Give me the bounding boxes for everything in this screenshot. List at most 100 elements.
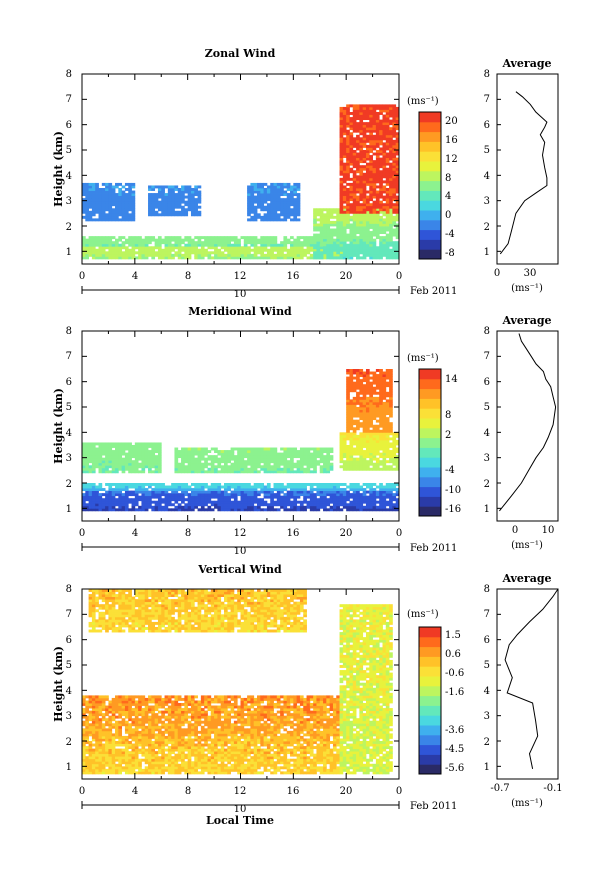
heatmap-cell xyxy=(280,468,284,471)
heatmap-cell xyxy=(382,236,386,239)
heatmap-cell xyxy=(250,491,254,494)
heatmap-cell xyxy=(346,109,350,112)
heatmap-cell xyxy=(207,463,211,466)
heatmap-cell xyxy=(264,196,268,199)
heatmap-cell xyxy=(151,453,155,456)
heatmap-cell xyxy=(99,201,103,204)
heatmap-cell xyxy=(174,450,178,453)
heatmap-cell xyxy=(145,448,149,451)
heatmap-cell xyxy=(155,241,159,244)
heatmap-cell xyxy=(234,488,238,491)
heatmap-cell xyxy=(346,107,350,110)
heatmap-cell xyxy=(392,244,396,247)
heatmap-cell xyxy=(373,203,377,206)
heatmap-cell xyxy=(376,175,380,178)
heatmap-cell xyxy=(303,508,307,511)
heatmap-cell xyxy=(158,213,162,216)
heatmap-cell xyxy=(353,158,357,161)
heatmap-cell xyxy=(379,236,383,239)
heatmap-cell xyxy=(118,465,122,468)
heatmap-cell xyxy=(214,465,218,468)
y-tick-label: 5 xyxy=(484,145,490,156)
heatmap-cell xyxy=(227,498,231,501)
heatmap-cell xyxy=(118,246,122,249)
heatmap-cell xyxy=(382,440,386,443)
heatmap-cell xyxy=(254,241,258,244)
heatmap-cell xyxy=(369,394,373,397)
heatmap-cell xyxy=(85,460,89,463)
heatmap-cell xyxy=(356,198,360,201)
heatmap-cell xyxy=(112,496,116,499)
heatmap-cell xyxy=(184,201,188,204)
heatmap-cell xyxy=(227,455,231,458)
heatmap-cell xyxy=(128,218,132,221)
heatmap-cell xyxy=(346,175,350,178)
heatmap-cell xyxy=(326,470,330,473)
heatmap-cell xyxy=(277,188,281,191)
heatmap-cell xyxy=(336,491,340,494)
heatmap-cell xyxy=(260,453,264,456)
heatmap-cell xyxy=(379,488,383,491)
heatmap-cell xyxy=(112,216,116,219)
colorbar-swatch xyxy=(419,210,441,220)
heatmap-cell xyxy=(340,191,344,194)
heatmap-cell xyxy=(122,754,126,757)
heatmap-cell xyxy=(108,218,112,221)
heatmap-cell xyxy=(214,468,218,471)
heatmap-cell xyxy=(369,168,373,171)
heatmap-cell xyxy=(165,508,169,511)
heatmap-cell xyxy=(237,493,241,496)
heatmap-cell xyxy=(112,445,116,448)
heatmap-cell xyxy=(174,453,178,456)
heatmap-cell xyxy=(349,404,353,407)
heatmap-cell xyxy=(168,185,172,188)
colorbar-swatch xyxy=(419,239,441,249)
heatmap-cell xyxy=(118,501,122,504)
heatmap-cell xyxy=(198,244,202,247)
heatmap-cell xyxy=(274,458,278,461)
heatmap-cell xyxy=(376,130,380,133)
heatmap-cell xyxy=(359,226,363,229)
heatmap-cell xyxy=(85,749,89,752)
heatmap-cell xyxy=(241,455,245,458)
heatmap-cell xyxy=(389,404,393,407)
heatmap-cell xyxy=(369,420,373,423)
heatmap-cell xyxy=(145,246,149,249)
heatmap-cell xyxy=(303,448,307,451)
heatmap-cell xyxy=(359,506,363,509)
heatmap-cell xyxy=(382,450,386,453)
heatmap-cell xyxy=(326,213,330,216)
heatmap-cell xyxy=(234,498,238,501)
heatmap-cell xyxy=(307,496,311,499)
heatmap-cell xyxy=(379,216,383,219)
heatmap-cell xyxy=(346,392,350,395)
average-profile-line xyxy=(500,92,547,254)
heatmap-cell xyxy=(95,738,99,741)
heatmap-cell xyxy=(376,437,380,440)
heatmap-cell xyxy=(333,234,337,237)
heatmap-cell xyxy=(148,493,152,496)
heatmap-cell xyxy=(274,256,278,259)
heatmap-cell xyxy=(92,254,96,257)
heatmap-cell xyxy=(323,254,327,257)
heatmap-cell xyxy=(128,486,132,489)
heatmap-cell xyxy=(316,246,320,249)
heatmap-cell xyxy=(349,463,353,466)
heatmap-cell xyxy=(201,468,205,471)
heatmap-cell xyxy=(353,493,357,496)
heatmap-cell xyxy=(386,193,390,196)
heatmap-cell xyxy=(221,491,225,494)
heatmap-cell xyxy=(85,759,89,762)
heatmap-cell xyxy=(392,160,396,163)
heatmap-cell xyxy=(191,463,195,466)
heatmap-cell xyxy=(224,256,228,259)
heatmap-cell xyxy=(283,501,287,504)
x-tick-label: 16 xyxy=(287,528,300,539)
heatmap-cell xyxy=(313,460,317,463)
heatmap-cell xyxy=(191,191,195,194)
heatmap-cell xyxy=(171,496,175,499)
heatmap-cell xyxy=(349,120,353,123)
heatmap-cell xyxy=(171,201,175,204)
heatmap-cell xyxy=(158,196,162,199)
heatmap-cell xyxy=(82,493,86,496)
